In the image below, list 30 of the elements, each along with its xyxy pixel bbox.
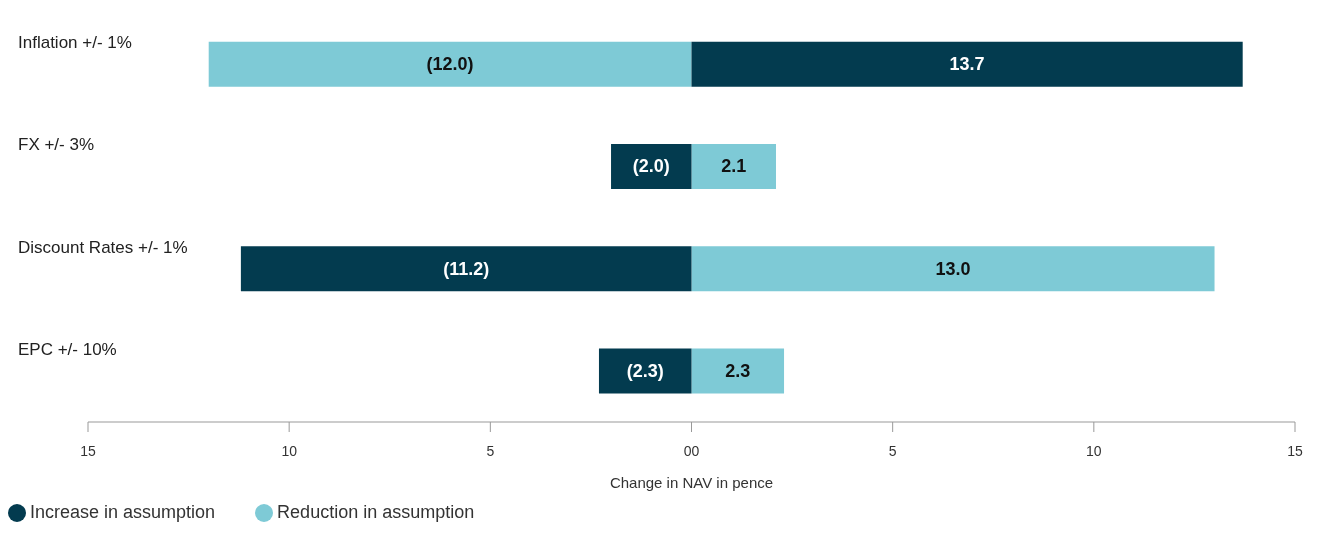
x-tick-label: 10: [1086, 442, 1102, 459]
bar: [611, 143, 692, 189]
y-tick-label: Inflation +/- 1%: [18, 33, 132, 53]
bar: [691, 41, 1243, 87]
data-label: (2.3): [626, 360, 664, 381]
data-label: (2.0): [632, 156, 670, 177]
x-tick-label: 15: [1287, 442, 1303, 459]
data-label: 2.3: [725, 360, 751, 381]
data-label: 13.0: [935, 258, 971, 279]
bar: [691, 246, 1215, 292]
y-tick-label: FX +/- 3%: [18, 135, 95, 155]
y-tick-label: Discount Rates +/- 1%: [18, 237, 188, 257]
data-label: (11.2): [443, 258, 490, 279]
bar: [208, 41, 692, 87]
x-tick-label: 15: [80, 442, 96, 459]
x-tick-label: 10: [281, 442, 298, 459]
legend-label: Reduction in assumption: [277, 502, 475, 522]
bar: [240, 246, 692, 292]
data-label: 13.7: [949, 54, 985, 75]
bar: [598, 348, 692, 394]
x-tick-label: 5: [486, 442, 495, 459]
bar: [691, 348, 785, 394]
bar: [691, 143, 776, 189]
x-axis-title: Change in NAV in pence: [609, 474, 774, 491]
x-tick-label: 00: [683, 442, 700, 459]
data-label: (12.0): [426, 54, 474, 75]
data-label: 2.1: [721, 156, 747, 177]
x-tick-label: 5: [888, 442, 897, 459]
y-tick-label: EPC +/- 10%: [18, 339, 117, 359]
legend-label: Increase in assumption: [30, 502, 216, 522]
